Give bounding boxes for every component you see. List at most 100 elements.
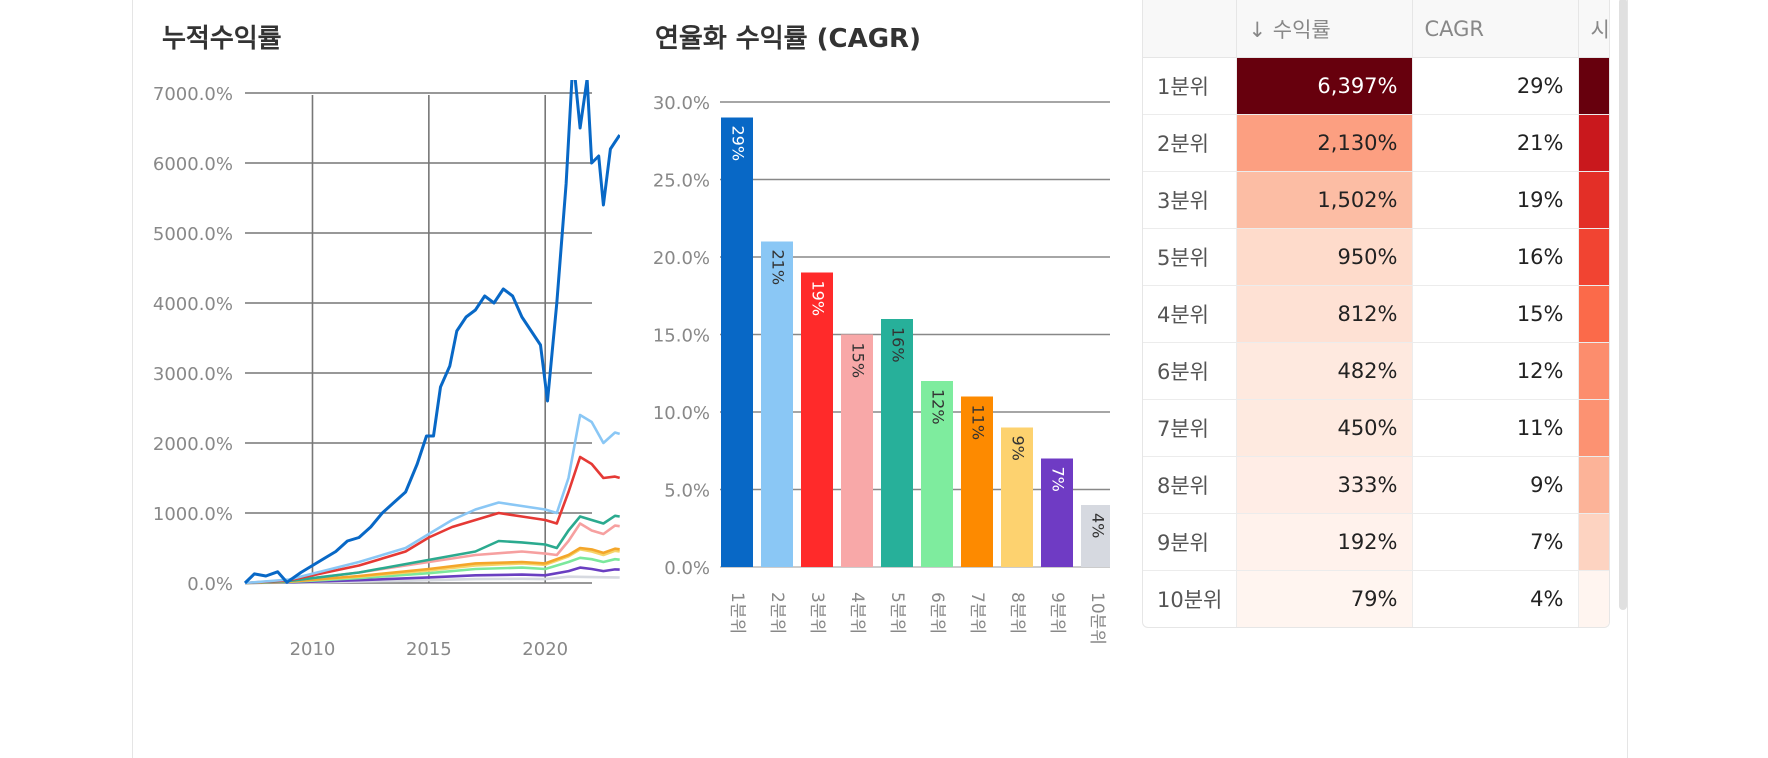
row-extra-cell bbox=[1578, 456, 1609, 514]
x-tick-label: 1분위 bbox=[727, 592, 747, 634]
row-label: 5분위 bbox=[1143, 228, 1237, 286]
x-tick-label: 6분위 bbox=[927, 592, 947, 634]
y-tick-label: 2000.0% bbox=[153, 434, 233, 455]
y-tick-label: 4000.0% bbox=[153, 294, 233, 315]
bar-9분위 bbox=[1041, 458, 1073, 567]
row-cagr: 16% bbox=[1412, 228, 1579, 286]
bar-value-label: 7% bbox=[1049, 467, 1068, 492]
bar-7분위 bbox=[961, 396, 993, 567]
row-return: 950% bbox=[1236, 228, 1413, 286]
row-return: 450% bbox=[1236, 399, 1413, 457]
y-tick-label: 0.0% bbox=[187, 574, 233, 595]
row-cagr: 29% bbox=[1412, 57, 1579, 115]
row-return: 6,397% bbox=[1236, 57, 1413, 115]
bar-1분위 bbox=[721, 117, 753, 567]
bar-10분위 bbox=[1081, 505, 1110, 567]
x-tick-label: 2분위 bbox=[767, 592, 787, 634]
cagr-bar-chart: 0.0% 5.0% 10.0% 15.0% 20.0% 25.0% 30.0% 29% 1분위 2… bbox=[653, 93, 1110, 645]
table-row: 8분위 333% 9% bbox=[1143, 456, 1609, 514]
x-tick-label: 10분위 bbox=[1087, 592, 1107, 645]
x-tick-label: 7분위 bbox=[967, 592, 987, 634]
x-tick-label: 2010 bbox=[290, 639, 336, 660]
y-tick-label: 10.0% bbox=[653, 403, 710, 424]
cumulative-return-title: 누적수익률 bbox=[162, 24, 282, 54]
table-row: 4분위 812% 15% bbox=[1143, 285, 1609, 343]
row-extra-cell bbox=[1578, 285, 1609, 343]
table-row: 2분위 2,130% 21% bbox=[1143, 114, 1609, 172]
row-cagr: 21% bbox=[1412, 114, 1579, 172]
table-row: 10분위 79% 4% bbox=[1143, 570, 1609, 627]
row-extra-cell bbox=[1578, 513, 1609, 571]
bar-value-label: 15% bbox=[849, 343, 868, 379]
table-row: 6분위 482% 12% bbox=[1143, 342, 1609, 400]
x-tick-label: 8분위 bbox=[1007, 592, 1027, 634]
row-return: 1,502% bbox=[1236, 171, 1413, 229]
row-return: 79% bbox=[1236, 570, 1413, 627]
y-tick-label: 30.0% bbox=[653, 93, 710, 114]
row-extra-cell bbox=[1578, 228, 1609, 286]
bar-8분위 bbox=[1001, 427, 1033, 567]
row-extra-cell bbox=[1578, 57, 1609, 115]
table-row: 7분위 450% 11% bbox=[1143, 399, 1609, 457]
x-tick-label: 3분위 bbox=[807, 592, 827, 634]
y-tick-label: 7000.0% bbox=[153, 84, 233, 105]
y-tick-label: 6000.0% bbox=[153, 154, 233, 175]
x-tick-label: 2020 bbox=[522, 639, 568, 660]
row-label: 8분위 bbox=[1143, 456, 1237, 514]
bar-6분위 bbox=[921, 381, 953, 567]
table-header-cagr[interactable]: CAGR bbox=[1412, 0, 1579, 58]
cagr-title: 연율화 수익률 (CAGR) bbox=[655, 24, 921, 54]
x-tick-label: 5분위 bbox=[887, 592, 907, 634]
row-return: 333% bbox=[1236, 456, 1413, 514]
row-cagr: 11% bbox=[1412, 399, 1579, 457]
row-label: 7분위 bbox=[1143, 399, 1237, 457]
bar-value-label: 11% bbox=[969, 405, 988, 441]
series-line-1 bbox=[243, 80, 620, 585]
table-row: 1분위 6,397% 29% bbox=[1143, 57, 1609, 115]
bar-value-label: 16% bbox=[889, 327, 908, 363]
y-tick-label: 3000.0% bbox=[153, 364, 233, 385]
bar-5분위 bbox=[881, 319, 913, 567]
series-line-2 bbox=[244, 413, 620, 585]
row-label: 2분위 bbox=[1143, 114, 1237, 172]
row-extra-cell bbox=[1578, 171, 1609, 229]
y-tick-label: 15.0% bbox=[653, 326, 710, 347]
bar-2분위 bbox=[761, 241, 793, 567]
row-cagr: 15% bbox=[1412, 285, 1579, 343]
row-label: 3분위 bbox=[1143, 171, 1237, 229]
x-tick-label: 9분위 bbox=[1047, 592, 1067, 634]
scrollbar-thumb[interactable] bbox=[1619, 0, 1627, 610]
row-extra-cell bbox=[1578, 399, 1609, 457]
table-row: 9분위 192% 7% bbox=[1143, 513, 1609, 571]
x-tick-label: 4분위 bbox=[847, 592, 867, 634]
row-cagr: 9% bbox=[1412, 456, 1579, 514]
bar-value-label: 21% bbox=[769, 250, 788, 286]
row-label: 4분위 bbox=[1143, 285, 1237, 343]
row-cagr: 7% bbox=[1412, 513, 1579, 571]
row-cagr: 4% bbox=[1412, 570, 1579, 627]
y-tick-label: 20.0% bbox=[653, 248, 710, 269]
y-tick-label: 0.0% bbox=[664, 558, 710, 579]
table-header-return[interactable]: ↓ 수익률 bbox=[1236, 0, 1413, 58]
series-line-9 bbox=[244, 566, 620, 585]
returns-table: ↓ 수익률 CAGR 시 1분위 6,397% 29% 2분위 2,130% 21% 3분위… bbox=[1142, 0, 1610, 628]
row-cagr: 19% bbox=[1412, 171, 1579, 229]
bar-value-label: 4% bbox=[1089, 513, 1108, 538]
row-extra-cell bbox=[1578, 570, 1609, 627]
series-line-3 bbox=[244, 455, 620, 585]
table-header-label bbox=[1143, 0, 1237, 58]
row-extra-cell bbox=[1578, 114, 1609, 172]
x-tick-label: 2015 bbox=[406, 639, 452, 660]
row-return: 812% bbox=[1236, 285, 1413, 343]
series-line-4 bbox=[244, 514, 620, 585]
row-return: 2,130% bbox=[1236, 114, 1413, 172]
y-tick-label: 1000.0% bbox=[153, 504, 233, 525]
row-extra-cell bbox=[1578, 342, 1609, 400]
table-row: 5분위 950% 16% bbox=[1143, 228, 1609, 286]
cumulative-return-chart: 0.0% 1000.0% 2000.0% 3000.0% 4000.0% 5000.0% 6… bbox=[153, 80, 620, 660]
row-label: 6분위 bbox=[1143, 342, 1237, 400]
row-label: 10분위 bbox=[1143, 570, 1237, 627]
bar-4분위 bbox=[841, 334, 873, 567]
table-header-extra[interactable]: 시 bbox=[1578, 0, 1609, 58]
row-cagr: 12% bbox=[1412, 342, 1579, 400]
